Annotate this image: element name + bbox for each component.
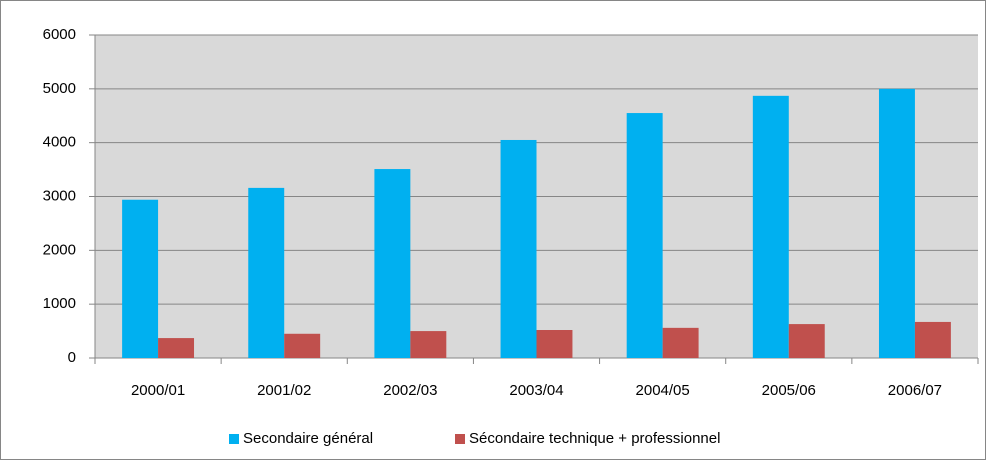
x-tick-label: 2005/06 — [762, 382, 816, 399]
y-tick-label: 0 — [68, 349, 76, 366]
y-tick-label: 4000 — [43, 134, 76, 151]
bar — [662, 327, 699, 358]
bar — [914, 321, 951, 358]
bar — [536, 330, 573, 358]
y-tick-label: 1000 — [43, 295, 76, 312]
bar — [500, 139, 537, 358]
bar — [158, 338, 195, 358]
x-tick-label: 2003/04 — [509, 382, 563, 399]
y-tick-label: 2000 — [43, 241, 76, 258]
y-tick-label: 3000 — [43, 187, 76, 204]
legend-label: Secondaire général — [243, 430, 373, 447]
bar — [122, 199, 159, 358]
legend-swatch — [455, 434, 465, 444]
bar — [878, 88, 915, 358]
bar — [410, 331, 447, 358]
bar — [374, 169, 411, 358]
bar — [626, 113, 663, 358]
legend-swatch — [229, 434, 239, 444]
x-tick-label: 2000/01 — [131, 382, 185, 399]
y-tick-label: 6000 — [43, 26, 76, 43]
legend-label: Sécondaire technique + professionnel — [469, 430, 720, 447]
y-tick-label: 5000 — [43, 80, 76, 97]
x-tick-label: 2004/05 — [636, 382, 690, 399]
x-tick-label: 2006/07 — [888, 382, 942, 399]
bar — [284, 333, 321, 358]
x-tick-label: 2001/02 — [257, 382, 311, 399]
bar — [788, 324, 825, 358]
x-tick-label: 2002/03 — [383, 382, 437, 399]
bar — [752, 95, 789, 358]
bar — [248, 187, 285, 358]
